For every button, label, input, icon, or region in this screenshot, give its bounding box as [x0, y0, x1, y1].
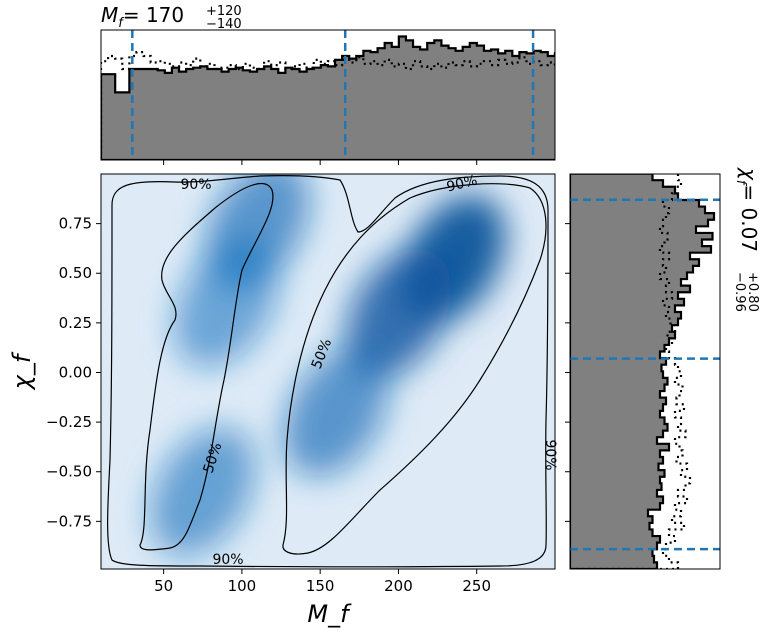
- top-frame: [100, 29, 556, 161]
- x-axis-label: M_f: [307, 600, 352, 628]
- right-marginal-panel: χf= 0.07 +0.80 −0.96: [565, 167, 761, 570]
- y-tick-label-3: 0.00: [59, 363, 92, 381]
- y-axis-label: χ_f: [8, 351, 36, 391]
- right-y-ticks: [565, 223, 570, 522]
- x-tick-label-2: 150: [306, 577, 335, 595]
- right-histogram: [570, 174, 720, 569]
- x-tick-label-3: 200: [384, 577, 413, 595]
- contour-90-outer: [107, 175, 549, 568]
- right-label-plus: +0.80: [745, 272, 760, 312]
- top-x-ticks: [163, 160, 478, 165]
- top-title: Mf= 170: [101, 3, 184, 31]
- y-tick-label-6: 0.75: [59, 215, 92, 233]
- contour-label-90-bottom: 90%: [212, 552, 243, 568]
- joint-panel: 90% 90% 90% 90% 50% 50% 50 100 150 200 250 −…: [8, 172, 558, 628]
- y-tick-label-0: −0.75: [46, 512, 92, 530]
- contour-label-90-topright: 90%: [445, 172, 479, 195]
- right-hist-solid: [570, 174, 716, 569]
- contour-label-90-top: 90%: [180, 177, 211, 193]
- density-heatmap: [150, 174, 506, 557]
- y-tick-label-1: −0.50: [46, 463, 92, 481]
- contour-50-left: [139, 182, 274, 551]
- contour-label-90-right: 90%: [542, 439, 558, 470]
- x-tick-label-1: 100: [228, 577, 257, 595]
- top-title-minus: −140: [206, 17, 242, 32]
- contour-50-right: [282, 183, 547, 555]
- joint-y-axis: −0.75 −0.50 −0.25 0.00 0.25 0.50 0.75: [46, 215, 101, 530]
- x-tick-label-4: 250: [462, 577, 491, 595]
- top-hist-dotted: [101, 51, 555, 160]
- y-tick-label-5: 0.50: [59, 264, 92, 282]
- svg-text:χf= 0.07: χf= 0.07: [733, 167, 761, 252]
- joint-x-axis: 50 100 150 200 250: [154, 569, 491, 595]
- right-frame: [569, 173, 721, 570]
- density-blobs: [150, 174, 506, 557]
- joint-frame: [100, 173, 556, 570]
- credible-contours: [107, 175, 549, 568]
- density-mode-4: [173, 238, 279, 368]
- top-title-plus: +120: [206, 4, 242, 19]
- y-tick-label-4: 0.25: [59, 314, 92, 332]
- right-label-minus: −0.96: [732, 272, 747, 312]
- top-marginal-panel: Mf= 170 +120 −140: [100, 3, 556, 165]
- density-mode-2: [283, 347, 389, 477]
- top-hist-solid: [101, 35, 555, 160]
- density-mode-1: [346, 248, 451, 378]
- right-label: χf= 0.07 +0.80 −0.96: [732, 167, 761, 312]
- x-tick-label-0: 50: [154, 577, 173, 595]
- y-tick-label-2: −0.25: [46, 413, 92, 431]
- top-histogram: [101, 30, 555, 160]
